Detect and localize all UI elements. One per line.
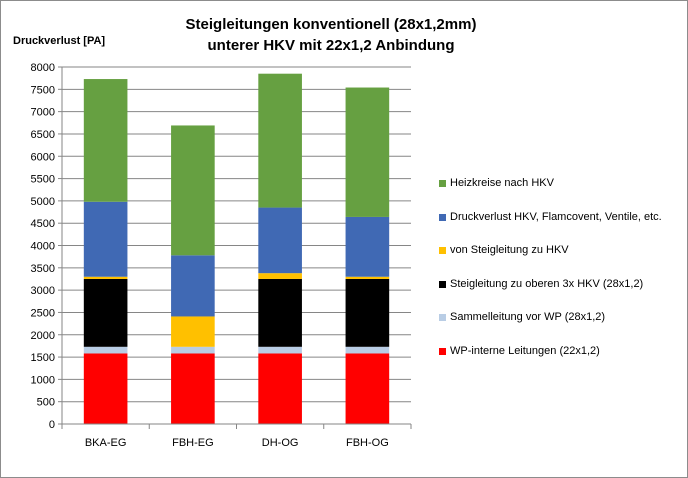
bar-segment bbox=[258, 346, 302, 354]
y-tick-label: 0 bbox=[49, 419, 55, 431]
y-tick-label: 4000 bbox=[31, 241, 55, 253]
legend: Heizkreise nach HKV Druckverlust HKV, Fla… bbox=[439, 177, 687, 378]
legend-item: von Steigleitung zu HKV bbox=[439, 244, 687, 258]
y-tick-label: 6500 bbox=[31, 129, 55, 141]
bar-segment bbox=[171, 255, 215, 317]
bar-segment bbox=[171, 316, 215, 347]
bar-segment bbox=[258, 207, 302, 274]
x-tick-label: FBH-OG bbox=[346, 437, 389, 449]
legend-label: Sammelleitung vor WP (28x1,2) bbox=[450, 311, 606, 323]
legend-swatch bbox=[439, 247, 446, 254]
legend-item: WP-interne Leitungen (22x1,2) bbox=[439, 345, 687, 359]
axes bbox=[58, 66, 412, 429]
legend-swatch bbox=[439, 314, 446, 321]
legend-swatch bbox=[439, 280, 446, 288]
chart-title: Steigleitungen konventionell (28x1,2mm) bbox=[185, 16, 477, 33]
y-tick-label: 3500 bbox=[31, 263, 55, 275]
bar-segment bbox=[83, 201, 128, 277]
y-tick-label: 3000 bbox=[31, 285, 55, 297]
y-tick-label: 1000 bbox=[31, 374, 55, 386]
y-tick-label: 4500 bbox=[31, 218, 55, 230]
bar-segment bbox=[345, 276, 390, 279]
y-tick-label: 8000 bbox=[31, 62, 55, 74]
bar-segment bbox=[345, 216, 390, 277]
y-tick-label: 7000 bbox=[31, 107, 55, 119]
bar-segment bbox=[345, 278, 390, 347]
bar-segment bbox=[345, 353, 390, 424]
legend-item: Sammelleitung vor WP (28x1,2) bbox=[439, 311, 687, 325]
x-tick-label: BKA-EG bbox=[85, 437, 127, 449]
bar-segment bbox=[258, 73, 302, 208]
legend-item: Druckverlust HKV, Flamcovent, Ventile, e… bbox=[439, 211, 687, 225]
y-tick-labels: 0 500 1000 1500 2000 2500 3000 3500 4000 4500 5000… bbox=[31, 62, 55, 431]
bar-segment bbox=[83, 353, 128, 424]
bar-segment bbox=[258, 353, 302, 424]
bars bbox=[83, 73, 390, 424]
legend-swatch bbox=[439, 213, 446, 221]
x-tick-label: DH-OG bbox=[262, 437, 299, 449]
x-tick-labels: BKA-EG FBH-EG DH-OG FBH-OG bbox=[85, 437, 389, 449]
legend-item: Heizkreise nach HKV bbox=[439, 177, 687, 191]
bar-segment bbox=[171, 346, 215, 354]
bar-segment bbox=[83, 278, 128, 347]
legend-item: Steigleitung zu oberen 3x HKV (28x1,2) bbox=[439, 278, 687, 292]
bar-segment bbox=[345, 346, 390, 354]
legend-label: Heizkreise nach HKV bbox=[450, 177, 554, 189]
bar-segment bbox=[345, 87, 390, 217]
bar-segment bbox=[258, 278, 302, 347]
y-tick-label: 5000 bbox=[31, 196, 55, 208]
bar-segment bbox=[83, 346, 128, 354]
y-tick-label: 5500 bbox=[31, 174, 55, 186]
y-axis-label: Druckverlust [PA] bbox=[13, 35, 106, 47]
legend-label: von Steigleitung zu HKV bbox=[450, 244, 569, 256]
x-tick-label: FBH-EG bbox=[172, 437, 214, 449]
legend-swatch bbox=[439, 347, 446, 355]
y-tick-label: 1500 bbox=[31, 352, 55, 364]
y-tick-label: 2500 bbox=[31, 307, 55, 319]
bar-segment bbox=[83, 79, 128, 202]
y-tick-label: 500 bbox=[37, 397, 55, 409]
bar-segment bbox=[258, 273, 302, 279]
y-tick-label: 2000 bbox=[31, 330, 55, 342]
chart-subtitle: unterer HKV mit 22x1,2 Anbindung bbox=[207, 37, 455, 54]
bar-segment bbox=[83, 276, 128, 279]
legend-label: Steigleitung zu oberen 3x HKV (28x1,2) bbox=[450, 277, 644, 290]
bar-segment bbox=[171, 125, 215, 256]
legend-swatch bbox=[439, 180, 446, 187]
y-tick-label: 7500 bbox=[31, 84, 55, 96]
legend-label: WP-interne Leitungen (22x1,2) bbox=[450, 344, 600, 357]
y-tick-label: 6000 bbox=[31, 151, 55, 163]
bar-segment bbox=[171, 353, 215, 424]
legend-label: Druckverlust HKV, Flamcovent, Ventile, e… bbox=[450, 210, 662, 223]
